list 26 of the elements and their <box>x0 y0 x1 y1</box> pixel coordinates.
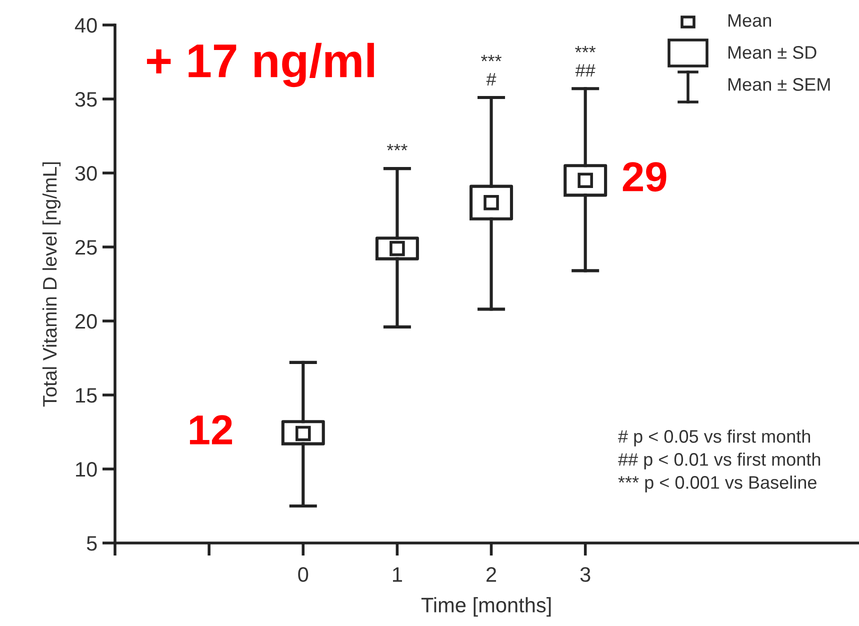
annotation: *** # <box>481 54 502 86</box>
y-tick-label: 30 <box>75 166 97 181</box>
annotation: 29 <box>622 162 666 192</box>
text: Mean ± SD <box>728 46 816 59</box>
x-axis-title: Time [months] <box>421 597 551 617</box>
x-tick-label: 2 <box>486 567 496 582</box>
annotation: *** p < 0.001 vs Baseline <box>618 476 816 492</box>
x-tick-label: 1 <box>393 567 402 582</box>
annotation: *** ## <box>575 46 596 77</box>
y-tick-label: 35 <box>75 92 97 107</box>
y-axis-title: Total Vitamin D level [ng/mL] <box>42 162 61 407</box>
y-tick-label: 15 <box>76 388 97 403</box>
y-tick-label: 10 <box>76 462 97 477</box>
y-tick-label: 5 <box>86 536 97 551</box>
text: Mean <box>728 14 771 27</box>
y-tick-label: 20 <box>76 314 97 329</box>
y-tick-label: 40 <box>74 18 97 33</box>
annotation: ## p < 0.01 vs first month <box>618 452 820 470</box>
annotation: *** <box>386 144 408 150</box>
annotation: # p < 0.05 vs first month <box>618 430 810 446</box>
x-tick-label: 3 <box>580 567 590 582</box>
x-tick-label: 0 <box>298 567 308 582</box>
y-tick-label: 25 <box>76 240 97 255</box>
text: Mean ± SEM <box>728 78 830 91</box>
annotation: + 17 ng/ml <box>146 42 374 88</box>
annotation: 12 <box>190 415 232 444</box>
